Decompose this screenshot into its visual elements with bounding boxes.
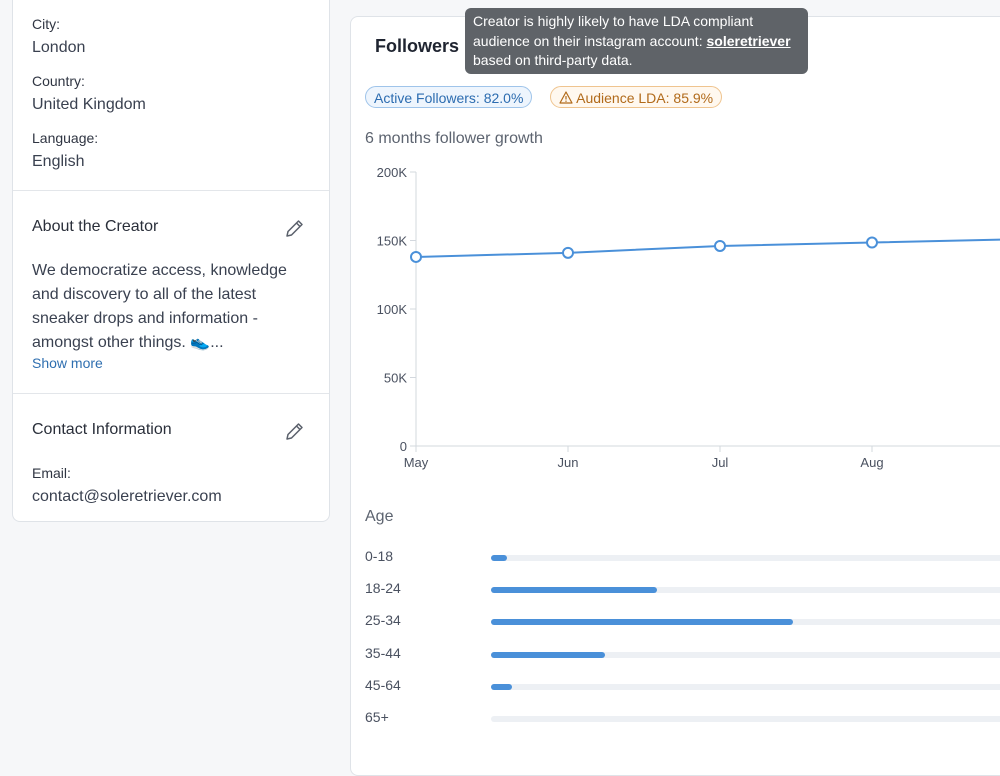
age-label: 45-64 [365,676,401,693]
y-tick-label: 150K [377,234,408,249]
city-label: City: [32,16,60,32]
tooltip-handle-link[interactable]: soleretriever [706,32,791,49]
country-label: Country: [32,73,85,89]
email-label: Email: [32,465,71,481]
age-bar-track [491,683,1000,690]
age-bar-track [491,651,1000,658]
age-row: 25-34 [365,612,1000,632]
edit-contact-button[interactable] [283,419,307,443]
data-point [410,250,422,263]
age-row: 45-64 [365,677,1000,697]
audience-lda-badge[interactable]: Audience LDA: 85.9% [550,86,723,108]
age-title: Age [365,508,394,525]
language-field: Language: English [32,129,98,173]
contact-title: Contact Information [32,421,172,438]
email-value: contact@soleretriever.com [32,488,222,505]
age-label: 35-44 [365,644,401,661]
age-bar-fill [491,651,606,658]
warning-triangle-icon [559,91,573,104]
age-bar-track [491,555,1000,561]
data-point [562,246,574,259]
age-label: 25-34 [365,612,401,629]
country-field: Country: United Kingdom [32,72,146,116]
email-field: Email: contact@soleretriever.com [32,464,222,508]
age-bar-track [491,716,1000,722]
age-bar-fill [491,619,793,626]
x-tick-label: Aug [860,455,883,470]
pencil-icon [286,423,303,440]
active-followers-badge: Active Followers: 82.0% [365,86,533,108]
y-tick-label: 200K [377,165,408,180]
pencil-icon [286,220,303,237]
data-point [866,236,878,249]
audience-lda-label: Audience LDA: 85.9% [576,90,714,106]
show-more-link[interactable]: Show more [32,355,103,371]
age-bar-track [491,619,1000,626]
tooltip-text: Creator is highly likely to have LDA com… [473,13,754,49]
edit-about-button[interactable] [283,216,307,240]
age-label: 0-18 [365,548,394,564]
profile-card: City: London Country: United Kingdom Lan… [12,0,330,522]
x-tick-label: Jul [712,455,729,470]
age-row: 18-24 [365,580,1000,600]
follower-series-line [415,238,1000,258]
age-row: 0-18 [365,548,1000,568]
country-value: United Kingdom [32,96,146,113]
y-tick-label: 0 [400,439,407,454]
x-tick-label: Jun [558,455,579,470]
lda-tooltip: Creator is highly likely to have LDA com… [465,8,808,74]
age-label: 18-24 [365,580,401,597]
about-text: We democratize access, knowledge and dis… [32,262,287,351]
followers-title: Followers [375,36,460,56]
city-value: London [32,39,86,56]
language-value: English [32,153,85,170]
divider [13,190,329,191]
tooltip-text-2: based on third-party data. [473,52,633,68]
language-label: Language: [32,130,99,146]
city-field: City: London [32,15,85,59]
age-label: 65+ [365,709,389,725]
age-bar-track [491,587,1000,594]
follower-growth-chart: 050K100K150K200KMayJunJulAugSep [377,165,1000,470]
followers-card [350,16,1000,776]
divider [13,393,329,394]
y-tick-label: 100K [377,302,408,317]
age-bar-fill [491,683,512,690]
x-tick-label: May [404,455,429,470]
age-row: 65+ [365,709,1000,729]
age-bar-fill [491,555,507,561]
data-point [714,239,726,252]
age-row: 35-44 [365,645,1000,665]
about-title: About the Creator [32,218,159,235]
chart-title: 6 months follower growth [365,130,543,147]
y-tick-label: 50K [384,371,407,386]
age-bar-fill [491,587,658,594]
